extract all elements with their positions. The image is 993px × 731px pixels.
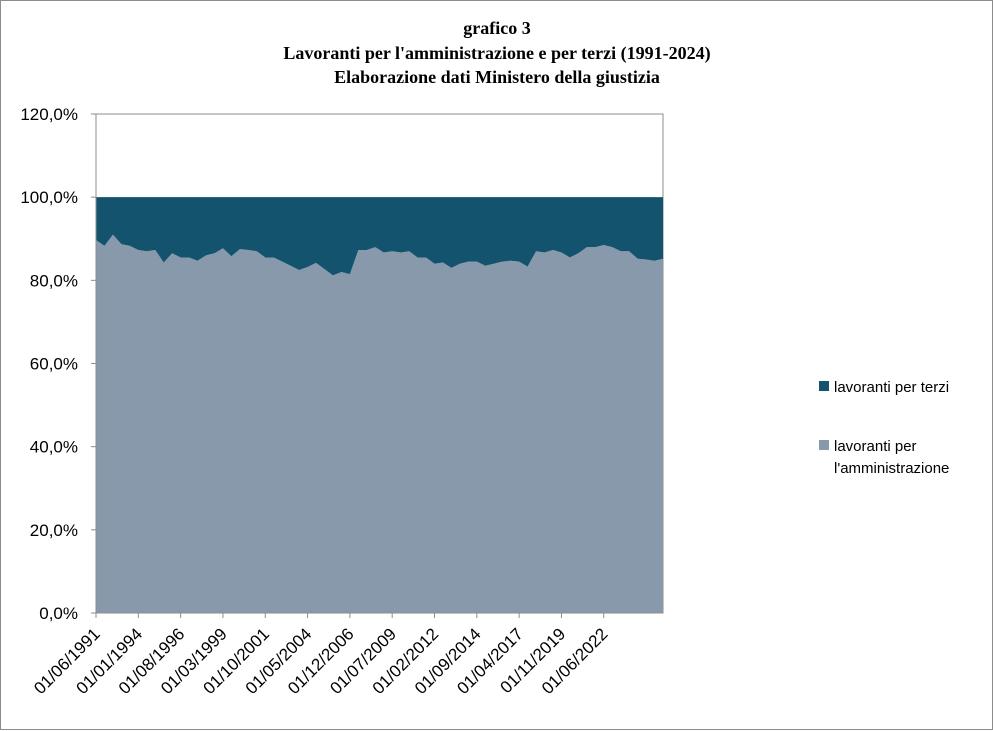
y-tick-label: 60,0%	[30, 355, 78, 374]
chart-title-line-3: Elaborazione dati Ministero della giusti…	[334, 67, 660, 87]
area-series-group	[96, 197, 663, 613]
chart-title-line-1: grafico 3	[463, 18, 530, 38]
chart-title: grafico 3 Lavoranti per l'amministrazion…	[283, 18, 710, 87]
legend-label-lavoranti-per-amministrazione: lavoranti per l'amministrazione	[834, 438, 949, 477]
y-tick-label: 80,0%	[30, 271, 78, 290]
y-tick-label: 20,0%	[30, 521, 78, 540]
x-axis: 01/06/199101/01/199401/08/199601/03/1999…	[30, 612, 663, 698]
area-lavoranti-per-amministrazione	[96, 234, 663, 613]
legend-swatch-lavoranti-per-amministrazione	[819, 440, 829, 450]
area-lavoranti-per-terzi	[96, 197, 663, 276]
legend-label-line-2: l'amministrazione	[834, 460, 949, 477]
legend-label-line-1: lavoranti per	[834, 438, 917, 455]
y-axis: 0,0% 20,0% 40,0% 60,0% 80,0% 100,0% 120,0%	[20, 105, 97, 623]
legend-swatch-lavoranti-per-terzi	[819, 381, 829, 391]
y-tick-label: 120,0%	[20, 105, 78, 124]
y-tick-label: 40,0%	[30, 438, 78, 457]
legend: lavoranti per terzi lavoranti per l'ammi…	[819, 379, 949, 477]
legend-label-lavoranti-per-terzi: lavoranti per terzi	[834, 379, 949, 396]
y-tick-label: 100,0%	[20, 188, 78, 207]
chart-title-line-2: Lavoranti per l'amministrazione e per te…	[283, 43, 710, 64]
y-tick-label: 0,0%	[39, 604, 78, 623]
